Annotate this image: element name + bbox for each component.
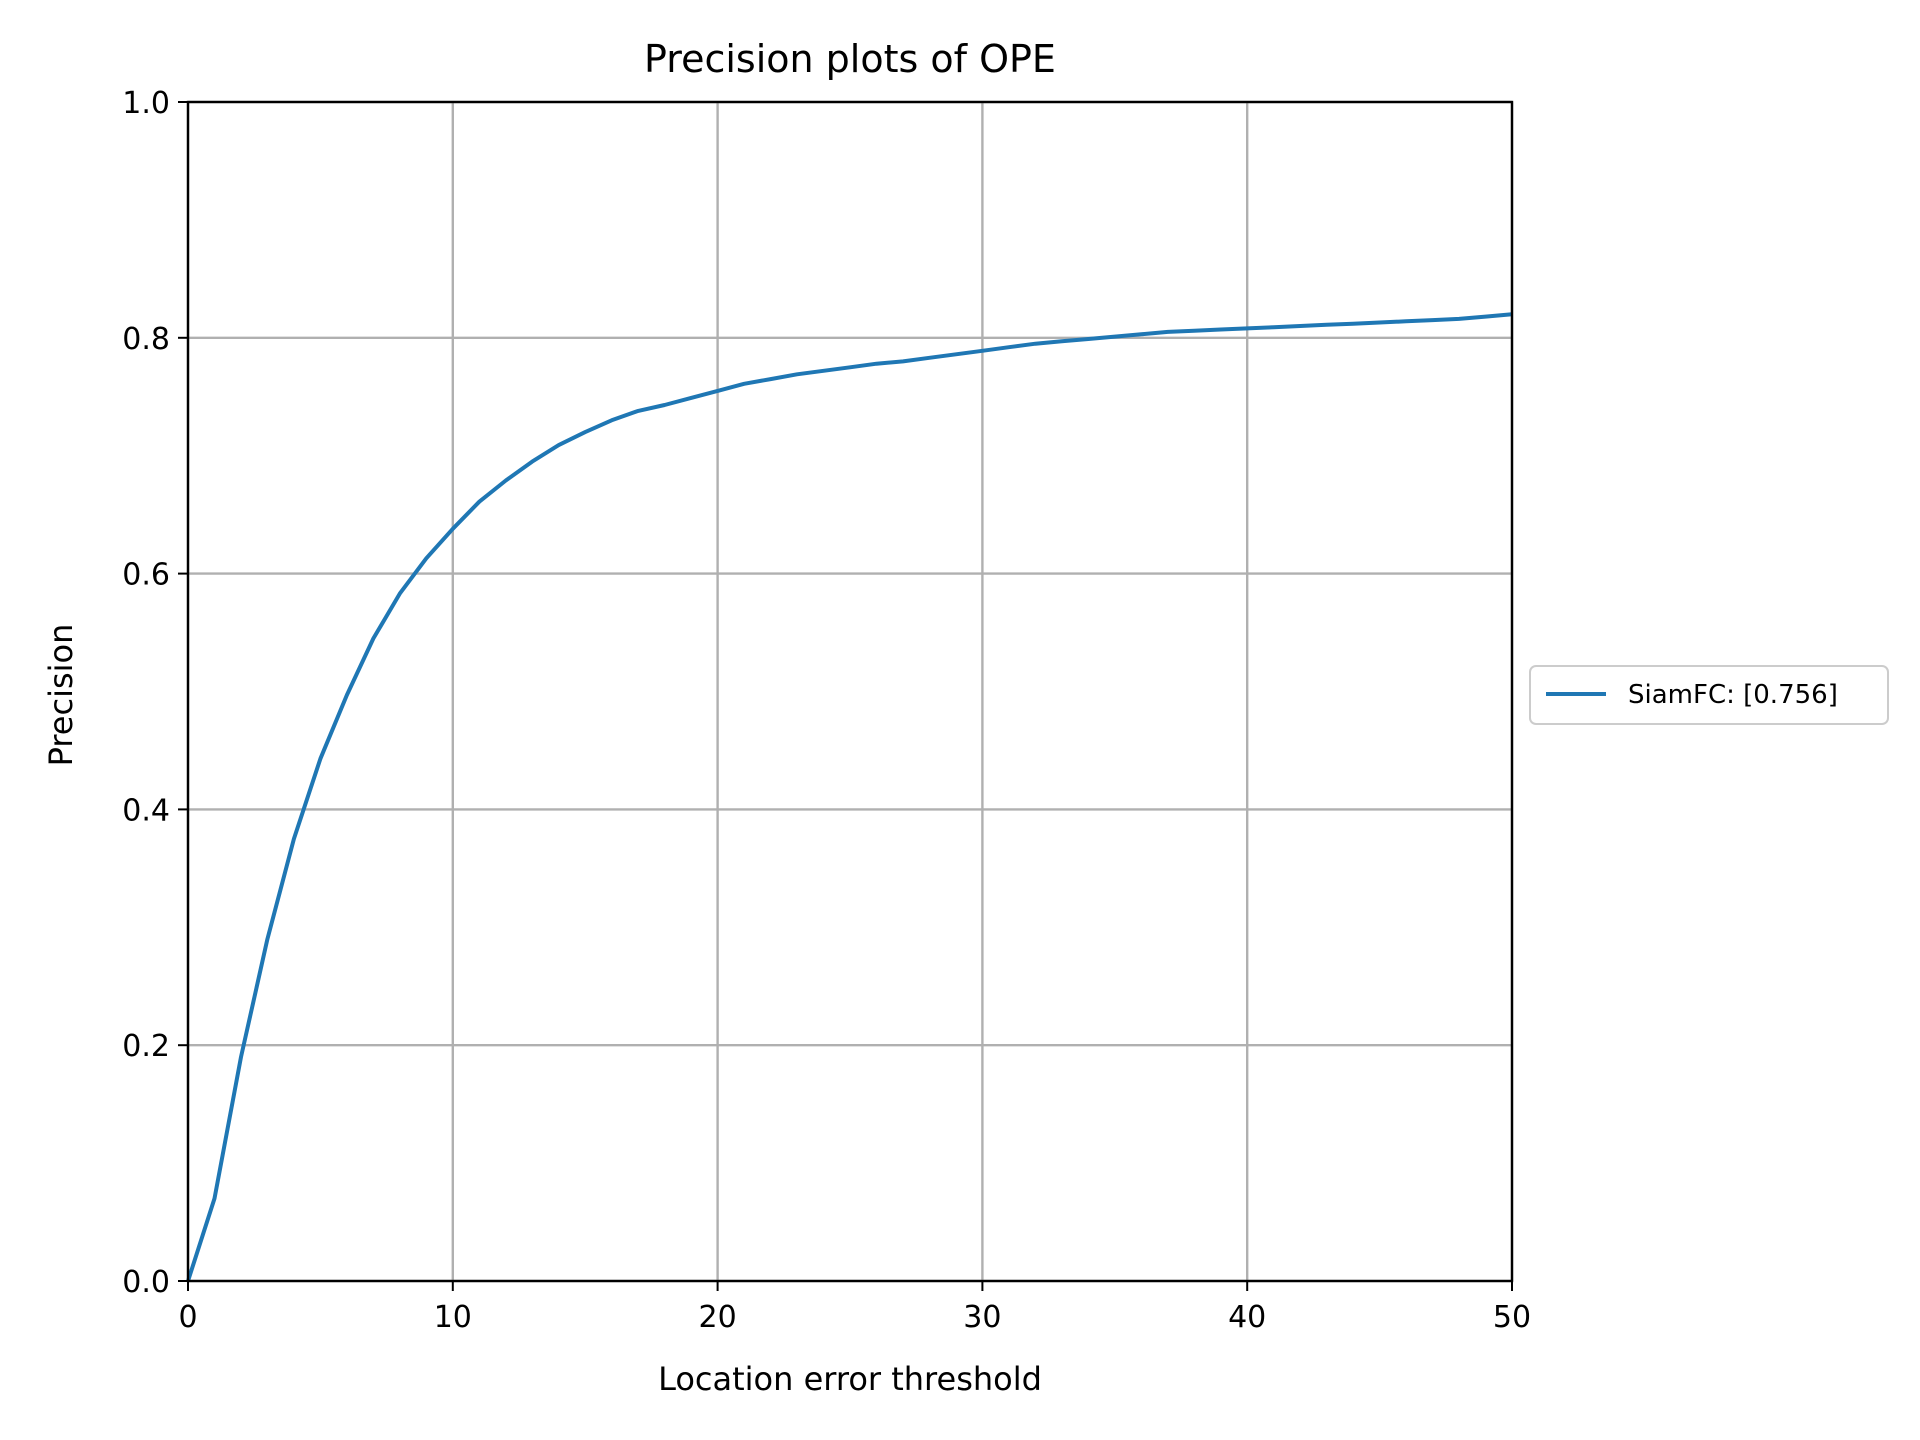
y-tick-label: 0.8 <box>122 322 170 357</box>
legend-label: SiamFC: [0.756] <box>1628 680 1838 710</box>
grid <box>186 100 1514 1283</box>
chart-title: Precision plots of OPE <box>644 37 1056 81</box>
x-tick-label: 30 <box>963 1300 1001 1335</box>
series-line-siamfc <box>186 312 1513 1282</box>
y-tick-label: 0.4 <box>122 793 170 828</box>
x-tick-label: 50 <box>1493 1300 1531 1335</box>
y-axis-title: Precision <box>42 624 80 767</box>
x-tick-label: 0 <box>178 1300 197 1335</box>
series-layer <box>186 312 1513 1282</box>
axis-ticks: 0 10 20 30 40 50 0.0 0.2 0.4 0.6 0.8 1.0 <box>122 86 1531 1335</box>
x-axis-title: Location error threshold <box>658 1360 1042 1398</box>
x-tick-label: 40 <box>1228 1300 1266 1335</box>
x-tick-label: 10 <box>434 1300 472 1335</box>
x-tick-label: 20 <box>699 1300 737 1335</box>
y-tick-label: 0.6 <box>122 558 170 593</box>
legend-box <box>1529 665 1889 725</box>
y-tick-label: 0.2 <box>122 1029 170 1064</box>
plot-frame <box>186 100 1514 1283</box>
legend: SiamFC: [0.756] <box>1529 665 1889 725</box>
y-tick-label: 1.0 <box>122 86 170 121</box>
y-tick-label: 0.0 <box>122 1265 170 1300</box>
